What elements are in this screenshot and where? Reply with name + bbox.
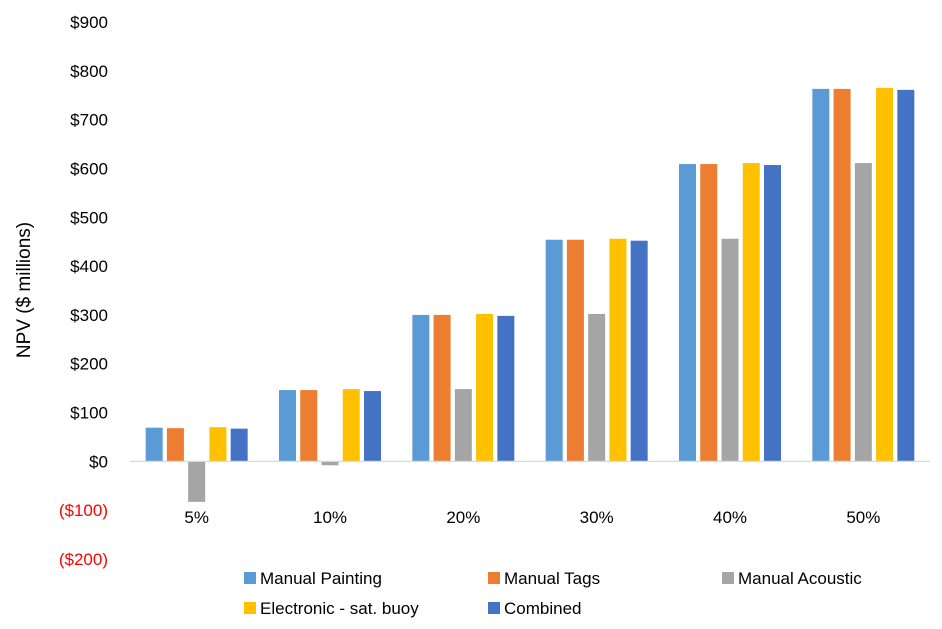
- bar: [279, 390, 296, 462]
- y-tick-label: $300: [70, 306, 108, 325]
- bar: [630, 240, 648, 462]
- y-axis-label: NPV ($ millions): [14, 222, 35, 358]
- bar: [209, 427, 227, 462]
- y-tick-labels: $900 $800 $700 $600 $500 $400 $300 $200 $100 $0 ($…: [59, 13, 108, 569]
- bar: [876, 87, 894, 462]
- y-tick-label: $700: [70, 111, 108, 130]
- bar: [476, 313, 494, 462]
- legend-label: Electronic - sat. buoy: [260, 599, 419, 618]
- bar: [812, 88, 830, 462]
- x-tick-label: 10%: [313, 508, 347, 527]
- bar: [700, 164, 718, 462]
- x-tick-label: 40%: [713, 508, 747, 527]
- bar: [897, 89, 915, 462]
- x-tick-labels: 5% 10% 20% 30% 40% 50%: [184, 508, 880, 527]
- bar: [166, 428, 184, 462]
- bar: [854, 163, 872, 462]
- y-tick-label: $0: [89, 452, 108, 471]
- y-tick-label: $100: [70, 404, 108, 423]
- y-tick-label: $500: [70, 208, 108, 227]
- bar: [364, 391, 381, 462]
- bar: [833, 88, 851, 462]
- y-tick-label: $600: [70, 159, 108, 178]
- x-tick-label: 30%: [580, 508, 614, 527]
- bar: [454, 389, 472, 462]
- bar: [545, 239, 563, 462]
- legend-swatch: [488, 572, 500, 584]
- x-tick-label: 20%: [446, 508, 480, 527]
- bar: [764, 165, 781, 462]
- bar: [566, 239, 584, 462]
- bar: [742, 163, 760, 462]
- bar: [342, 389, 360, 462]
- y-tick-label: $800: [70, 62, 108, 81]
- x-tick-label: 5%: [184, 508, 209, 527]
- legend-label: Manual Tags: [504, 569, 600, 588]
- legend-label: Manual Acoustic: [738, 569, 862, 588]
- bar: [188, 461, 206, 502]
- bar: [588, 313, 606, 462]
- legend-swatch: [244, 602, 256, 614]
- x-tick-label: 50%: [846, 508, 880, 527]
- bar: [230, 428, 248, 462]
- legend-label: Manual Painting: [260, 569, 382, 588]
- legend-swatch: [722, 572, 734, 584]
- bar: [433, 314, 451, 462]
- bars: [145, 87, 915, 502]
- bar: [300, 390, 318, 462]
- legend-swatch: [488, 602, 500, 614]
- y-axis-label-group: NPV ($ millions): [14, 222, 35, 358]
- bar: [412, 314, 430, 462]
- legend: Manual Painting Manual Tags Manual Acousti…: [244, 569, 862, 618]
- legend-swatch: [244, 572, 256, 584]
- bar: [145, 427, 163, 462]
- y-tick-label: $900: [70, 13, 108, 32]
- y-tick-label: $400: [70, 257, 108, 276]
- legend-label: Combined: [504, 599, 582, 618]
- bar: [609, 238, 627, 462]
- bar: [497, 315, 515, 462]
- y-tick-label: ($200): [59, 550, 108, 569]
- bar: [679, 164, 696, 462]
- y-tick-label: ($100): [59, 501, 108, 520]
- bar: [321, 461, 339, 466]
- y-tick-label: $200: [70, 355, 108, 374]
- bar: [721, 238, 739, 462]
